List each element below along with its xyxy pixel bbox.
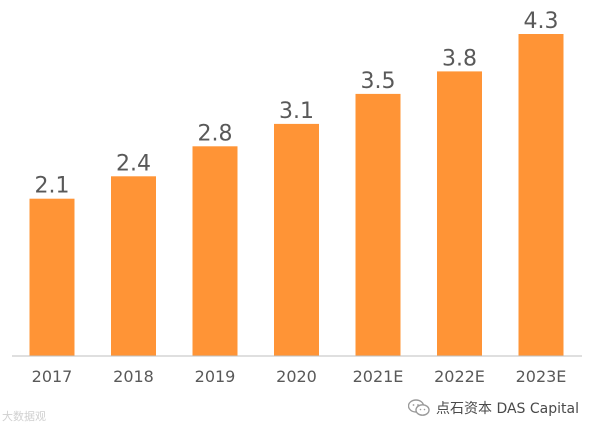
value-label-2018: 2.4 [116,151,151,176]
tick-label-2017: 2017 [32,367,73,386]
value-label-2017: 2.1 [35,174,70,199]
tick-label-2023E: 2023E [516,367,567,386]
tick-label-2021E: 2021E [353,367,404,386]
value-label-2021E: 3.5 [361,69,396,94]
bar-2022E [437,71,482,357]
bar-2021E [355,93,401,357]
value-labels-group: 2.1 2.4 2.8 3.1 3.5 3.8 4.3 [35,9,559,199]
watermark-left-text: 大数据观 [2,410,46,423]
wechat-icon [408,399,430,417]
bars-group [29,34,564,357]
watermark-right: 点石资本 DAS Capital [408,398,579,418]
tick-label-2022E: 2022E [434,367,485,386]
value-label-2020: 3.1 [279,99,314,124]
x-tick-labels-group: 2017 2018 2019 2020 2021E 2022E 2023E [32,367,567,386]
value-label-2022E: 3.8 [442,46,477,71]
value-label-2019: 2.8 [198,121,233,146]
watermark-left: 大数据观 [2,408,46,424]
tick-label-2019: 2019 [195,367,236,386]
tick-label-2018: 2018 [113,367,154,386]
watermark-right-text: 点石资本 DAS Capital [436,401,579,417]
value-label-2023E: 4.3 [524,9,559,34]
tick-label-2020: 2020 [276,367,317,386]
bar-2017 [29,198,75,356]
bar-2020 [274,123,319,357]
bar-2023E [518,34,564,356]
bar-2018 [111,176,156,356]
bar-2019 [192,146,238,356]
